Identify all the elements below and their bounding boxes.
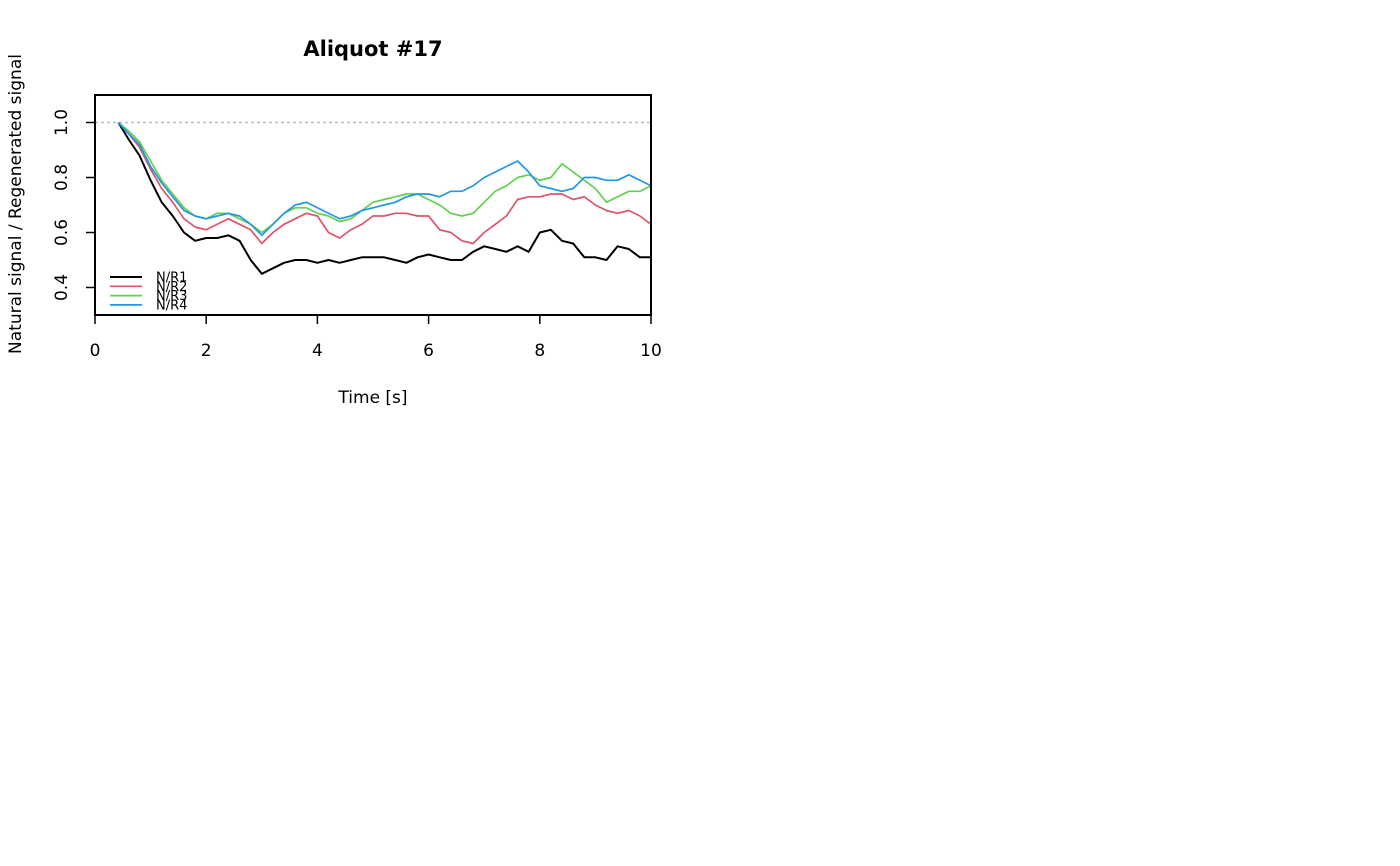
plot-area bbox=[95, 121, 652, 275]
legend-label: N/R3 bbox=[156, 289, 187, 304]
series-line-2 bbox=[117, 121, 652, 245]
x-axis-label: Time [s] bbox=[337, 388, 407, 408]
x-tick-label: 2 bbox=[201, 341, 212, 361]
y-tick-label: 1.0 bbox=[52, 109, 72, 136]
x-tick-label: 0 bbox=[90, 341, 101, 361]
y-tick-label: 0.6 bbox=[52, 219, 72, 246]
x-tick-label: 6 bbox=[423, 341, 434, 361]
y-tick-label: 0.8 bbox=[52, 164, 72, 191]
y-tick-label: 0.4 bbox=[52, 274, 72, 301]
y-axis-label: Natural signal / Regenerated signal bbox=[6, 54, 26, 354]
legend-label: N/R1 bbox=[156, 271, 187, 286]
legend-label: N/R4 bbox=[156, 298, 187, 313]
series-line-4 bbox=[117, 121, 652, 237]
x-tick-label: 8 bbox=[534, 341, 545, 361]
x-tick-label: 4 bbox=[312, 341, 323, 361]
series-line-1 bbox=[117, 121, 651, 275]
chart-title: Aliquot #17 bbox=[303, 37, 442, 61]
legend-label: N/R2 bbox=[156, 280, 187, 295]
x-tick-label: 10 bbox=[640, 341, 662, 361]
